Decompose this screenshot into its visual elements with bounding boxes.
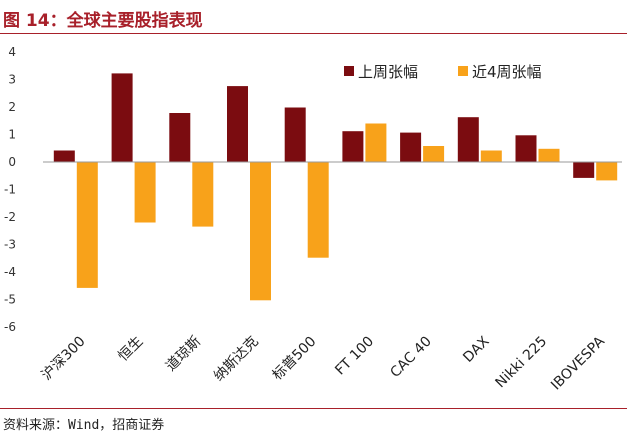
chart-title: 图 14：全球主要股指表现 — [3, 11, 203, 31]
x-category-label: 道琼斯 — [163, 334, 204, 375]
bar-last-4-weeks — [76, 162, 98, 288]
x-category-label: 恒生 — [115, 334, 146, 365]
bar-last-4-weeks — [134, 162, 156, 223]
y-tick-label: -4 — [4, 265, 16, 279]
bar-last-4-weeks — [307, 162, 329, 258]
x-category-label: 纳斯达克 — [211, 334, 262, 385]
y-tick-label: 2 — [8, 100, 16, 114]
source-note: 资料来源：Wind，招商证券 — [3, 418, 165, 433]
bar-last-4-weeks — [365, 123, 387, 162]
legend-label: 上周张幅 — [358, 63, 418, 81]
bar-last-week — [111, 73, 133, 162]
x-category-label: FT 100 — [332, 334, 377, 379]
bar-last-week — [284, 107, 306, 162]
y-axis: 4 3 2 1 0 -1 -2 -3 -4 -5 -6 — [4, 45, 16, 334]
bar-last-week — [53, 150, 75, 162]
bar-last-week — [169, 113, 191, 162]
x-category-label: CAC 40 — [387, 334, 434, 381]
y-tick-label: -1 — [4, 183, 16, 197]
x-category-label: 标普500 — [269, 334, 319, 384]
x-category-label: 沪深300 — [39, 334, 89, 384]
title-bar: 图 14：全球主要股指表现 — [0, 0, 627, 34]
bar-last-4-weeks — [250, 162, 271, 301]
y-tick-label: -5 — [4, 293, 16, 307]
title-divider — [0, 33, 627, 34]
legend-swatch — [458, 66, 468, 76]
footer-divider — [0, 408, 627, 409]
legend-swatch — [344, 66, 354, 76]
bar-last-week — [400, 132, 422, 162]
bar-last-week — [342, 131, 364, 162]
x-category-label: IBOVESPA — [548, 333, 608, 393]
x-category-label: DAX — [460, 333, 493, 366]
bar-last-week — [573, 162, 595, 178]
bar-last-4-weeks — [596, 162, 618, 181]
bar-last-week — [227, 86, 248, 162]
x-axis-labels: 沪深300 恒生 道琼斯 纳斯达克 标普500 FT 100 CAC 40 DAX Nikki … — [39, 333, 609, 393]
bar-last-week — [515, 135, 537, 162]
x-category-label: Nikki 225 — [493, 334, 551, 392]
legend: 上周张幅 近4周张幅 — [344, 63, 542, 81]
y-tick-label: 1 — [8, 128, 16, 142]
bar-last-4-weeks — [423, 146, 445, 162]
y-tick-label: 3 — [8, 73, 16, 87]
bar-last-4-weeks — [480, 150, 502, 162]
y-tick-label: 4 — [8, 45, 16, 59]
legend-label: 近4周张幅 — [472, 63, 542, 81]
y-tick-label: -3 — [4, 238, 16, 252]
bar-chart: 4 3 2 1 0 -1 -2 -3 -4 -5 -6 沪深300 恒生 道琼斯 纳斯达克 标普500 FT … — [4, 45, 622, 393]
y-tick-label: -2 — [4, 210, 16, 224]
y-tick-label: -6 — [4, 320, 16, 334]
y-tick-label: 0 — [8, 155, 16, 169]
bar-last-week — [457, 117, 479, 162]
bar-last-4-weeks — [538, 148, 560, 162]
bar-last-4-weeks — [192, 162, 214, 227]
bars-group — [53, 73, 618, 301]
